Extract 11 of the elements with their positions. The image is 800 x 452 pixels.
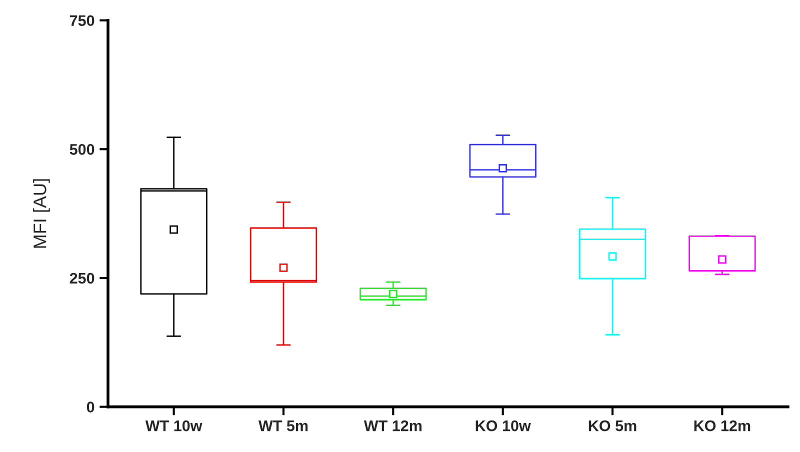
x-tick-label: WT 10w bbox=[145, 420, 202, 432]
x-tick-label: WT 12m bbox=[364, 420, 422, 432]
x-tick-label: KO 5m bbox=[588, 420, 636, 432]
x-tick-label: KO 12m bbox=[694, 420, 750, 432]
y-axis-title: MFI [AU] bbox=[33, 179, 50, 248]
x-tick-label: WT 5m bbox=[258, 420, 308, 432]
y-tick-label: 250 bbox=[70, 272, 94, 284]
x-tick-label: KO 10w bbox=[476, 420, 531, 432]
y-tick-label: 750 bbox=[70, 15, 94, 26]
y-tick-label: 0 bbox=[86, 402, 94, 412]
y-tick-label: 500 bbox=[70, 144, 94, 155]
